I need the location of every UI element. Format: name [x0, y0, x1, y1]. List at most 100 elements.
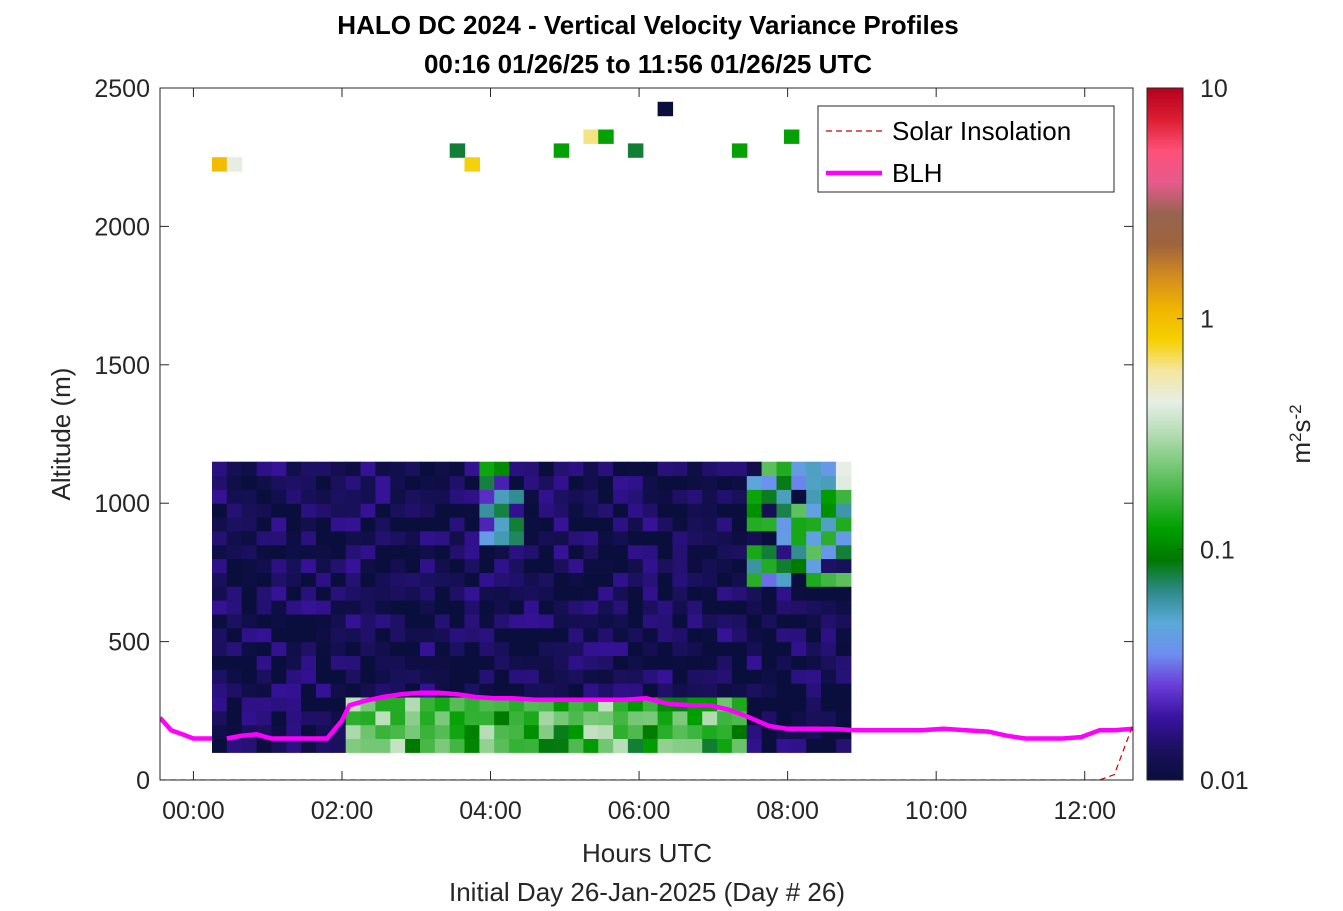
- heatmap-cell: [627, 503, 644, 518]
- heatmap-cell: [375, 669, 391, 684]
- heatmap-cell: [761, 489, 778, 504]
- heatmap-cell: [717, 710, 733, 726]
- heatmap-cell: [509, 738, 525, 753]
- heatmap-cell: [286, 710, 302, 726]
- heatmap-cell: [761, 738, 778, 753]
- heatmap-cell: [256, 572, 273, 587]
- heatmap-cell: [568, 461, 584, 477]
- heatmap-cell: [672, 530, 688, 546]
- heatmap-cell: [538, 683, 555, 698]
- heatmap-cell: [509, 544, 525, 560]
- heatmap-cell: [761, 572, 778, 587]
- heatmap-cell: [598, 461, 614, 477]
- heatmap-cell: [286, 641, 302, 656]
- heatmap-cell: [420, 475, 436, 490]
- heatmap-cell: [494, 572, 510, 587]
- heatmap-cell: [464, 669, 480, 684]
- heatmap-cell: [657, 655, 674, 670]
- heatmap-cell: [835, 530, 852, 546]
- heatmap-cell: [405, 738, 421, 753]
- colorbar-gradient-bar: [1146, 87, 1184, 781]
- heatmap-cell: [241, 517, 258, 532]
- heatmap-cell: [746, 627, 763, 643]
- heatmap-cell: [598, 627, 614, 643]
- heatmap-cell: [345, 724, 362, 739]
- heatmap-cell: [717, 641, 733, 656]
- heatmap-cell: [271, 517, 287, 532]
- heatmap-cell: [687, 600, 703, 615]
- heatmap-cell: [583, 489, 599, 504]
- heatmap-cell: [449, 697, 466, 712]
- heatmap-cell: [226, 586, 243, 601]
- heatmap-cell: [627, 600, 644, 615]
- heatmap-cell: [687, 627, 703, 643]
- heatmap-cell: [212, 724, 228, 739]
- heatmap-cell: [360, 655, 376, 670]
- heatmap-cell: [717, 613, 733, 629]
- heatmap-cell: [598, 669, 614, 684]
- heatmap-cell: [702, 503, 718, 518]
- heatmap-cell: [746, 558, 763, 573]
- heatmap-cell: [345, 655, 362, 670]
- heatmap-cell: [286, 558, 302, 573]
- heatmap-cell: [330, 600, 347, 615]
- heatmap-cell: [702, 558, 718, 573]
- heatmap-cell: [212, 669, 228, 684]
- heatmap-cell: [509, 461, 525, 477]
- heatmap-cell: [746, 697, 763, 712]
- heatmap-cell: [390, 558, 406, 573]
- heatmap-cell: [479, 697, 495, 712]
- heatmap-cell: [360, 475, 376, 490]
- heatmap-cell: [271, 724, 287, 739]
- heatmap-cell: [538, 475, 555, 490]
- heatmap-cell: [330, 669, 347, 684]
- heatmap-cell: [360, 586, 376, 601]
- heatmap-cell: [256, 627, 273, 643]
- heatmap-cell: [687, 503, 703, 518]
- heatmap-cell: [731, 461, 748, 477]
- heatmap-cell: [657, 544, 674, 560]
- heatmap-cell: [271, 613, 287, 629]
- heatmap-cell: [494, 489, 510, 504]
- heatmap-cell: [464, 613, 480, 629]
- heatmap-cell: [702, 461, 718, 477]
- heatmap-cell: [523, 613, 540, 629]
- heatmap-cell: [434, 669, 451, 684]
- heatmap-cell: [523, 600, 540, 615]
- heatmap-cell: [479, 655, 495, 670]
- heatmap-cell: [271, 710, 287, 726]
- heatmap-cell: [405, 530, 421, 546]
- heatmap-cell: [345, 475, 362, 490]
- y-axis-ticks: 0 500 1000 1500 2000 2500: [94, 75, 1133, 795]
- heatmap-cell: [761, 530, 778, 546]
- heatmap-cell: [598, 600, 614, 615]
- heatmap-cell: [241, 461, 258, 477]
- heatmap-cell: [241, 530, 258, 546]
- heatmap-cell: [316, 641, 332, 656]
- heatmap-cell: [672, 669, 688, 684]
- heatmap-cell: [613, 517, 629, 532]
- heatmap-cell: [687, 517, 703, 532]
- heatmap-cell: [523, 586, 540, 601]
- heatmap-cell: [776, 627, 792, 643]
- heatmap-cell: [509, 641, 525, 656]
- heatmap-cell: [568, 655, 584, 670]
- heatmap-cell: [494, 655, 510, 670]
- heatmap-cell: [241, 572, 258, 587]
- heatmap-cell: [806, 683, 822, 698]
- heatmap-cell: [702, 586, 718, 601]
- heatmap-cell: [360, 572, 376, 587]
- heatmap-cell: [583, 572, 599, 587]
- heatmap-cell: [835, 558, 852, 573]
- heatmap-cell: [746, 613, 763, 629]
- heatmap-cell: [390, 641, 406, 656]
- heatmap-cell: [316, 475, 332, 490]
- heatmap-cell: [538, 710, 555, 726]
- heatmap-cell: [420, 586, 436, 601]
- heatmap-cell: [271, 627, 287, 643]
- heatmap-cell: [731, 627, 748, 643]
- heatmap-cell: [806, 613, 822, 629]
- heatmap-cell: [746, 655, 763, 670]
- heatmap-cell: [835, 586, 852, 601]
- heatmap-cell: [627, 627, 644, 643]
